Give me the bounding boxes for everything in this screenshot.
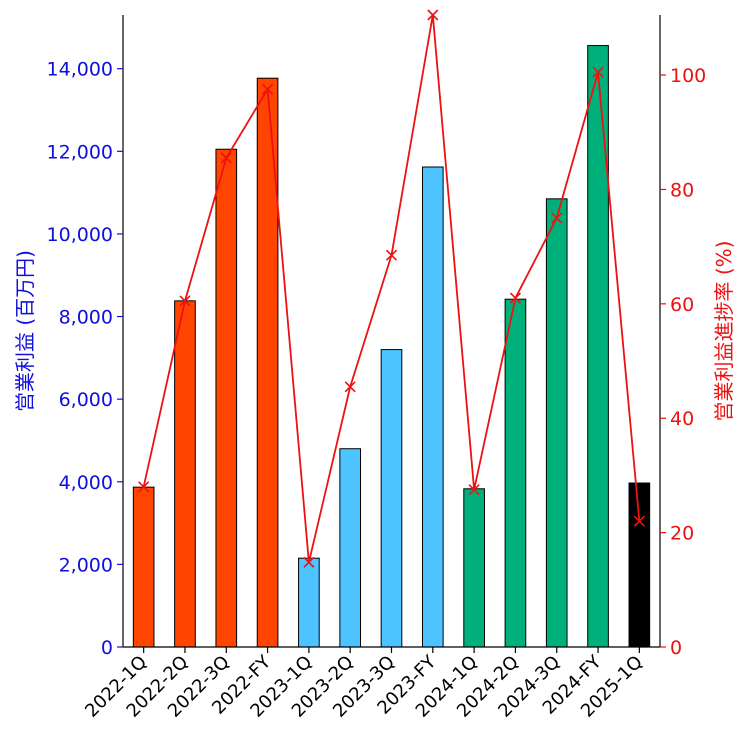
left-tick-label: 2,000 — [59, 554, 113, 576]
left-tick-label: 12,000 — [47, 141, 113, 163]
left-tick-label: 10,000 — [47, 224, 113, 246]
progress-marker-2023-1Q — [303, 556, 315, 568]
bar-2024-FY — [587, 45, 609, 648]
progress-marker-2024-3Q — [551, 212, 563, 224]
right-tick-label: 80 — [670, 179, 694, 201]
progress-marker-2025-1Q — [633, 515, 645, 527]
progress-marker-2022-1Q — [138, 481, 150, 493]
right-tick-group: 0 20 40 60 80 100 — [660, 65, 706, 659]
bar-2023-3Q — [380, 349, 403, 648]
progress-marker-2023-3Q — [385, 249, 398, 261]
left-tick-label: 6,000 — [59, 389, 113, 411]
progress-marker-2023-2Q — [344, 381, 356, 393]
bar-2022-1Q — [132, 486, 155, 648]
progress-marker-2023-FY — [427, 9, 439, 21]
bar-2022-2Q — [174, 300, 196, 648]
right-tick-label: 60 — [670, 294, 694, 316]
progress-marker-2022-FY — [262, 83, 274, 95]
left-tick-label: 8,000 — [59, 307, 113, 329]
right-axis-label: 営業利益進捗率 (%) — [712, 241, 736, 422]
bar-2023-1Q — [298, 557, 320, 648]
left-tick-label: 4,000 — [59, 472, 113, 494]
bar-2022-3Q — [215, 148, 238, 648]
bar-2023-2Q — [339, 448, 362, 648]
left-axis-label: 営業利益 (百万円) — [13, 250, 37, 412]
right-tick-label: 40 — [670, 408, 694, 430]
right-tick-label: 0 — [670, 637, 682, 659]
bar-group — [132, 45, 651, 648]
right-tick-label: 100 — [670, 65, 706, 87]
progress-marker-2022-2Q — [179, 295, 191, 307]
bar-2024-3Q — [545, 198, 568, 648]
bar-2023-FY — [421, 166, 444, 648]
progress-marker-2024-FY — [592, 66, 604, 78]
progress-marker-2024-1Q — [468, 484, 480, 496]
progress-line-group — [138, 9, 645, 568]
bar-2024-1Q — [463, 488, 485, 648]
progress-marker-2024-2Q — [509, 292, 521, 304]
bar-2024-2Q — [504, 298, 527, 648]
progress-marker-2022-3Q — [220, 152, 232, 164]
left-tick-label: 0 — [101, 637, 113, 659]
x-tick-group: 2022-1Q2022-2Q2022-3Q2022-FY2023-1Q2023-… — [81, 647, 647, 722]
left-tick-label: 14,000 — [47, 59, 113, 81]
right-tick-label: 20 — [670, 523, 694, 545]
bar-2025-1Q — [628, 482, 651, 648]
left-tick-group: 0 2,000 4,000 6,000 8,000 10,000 12,000 14,000 — [47, 59, 123, 659]
